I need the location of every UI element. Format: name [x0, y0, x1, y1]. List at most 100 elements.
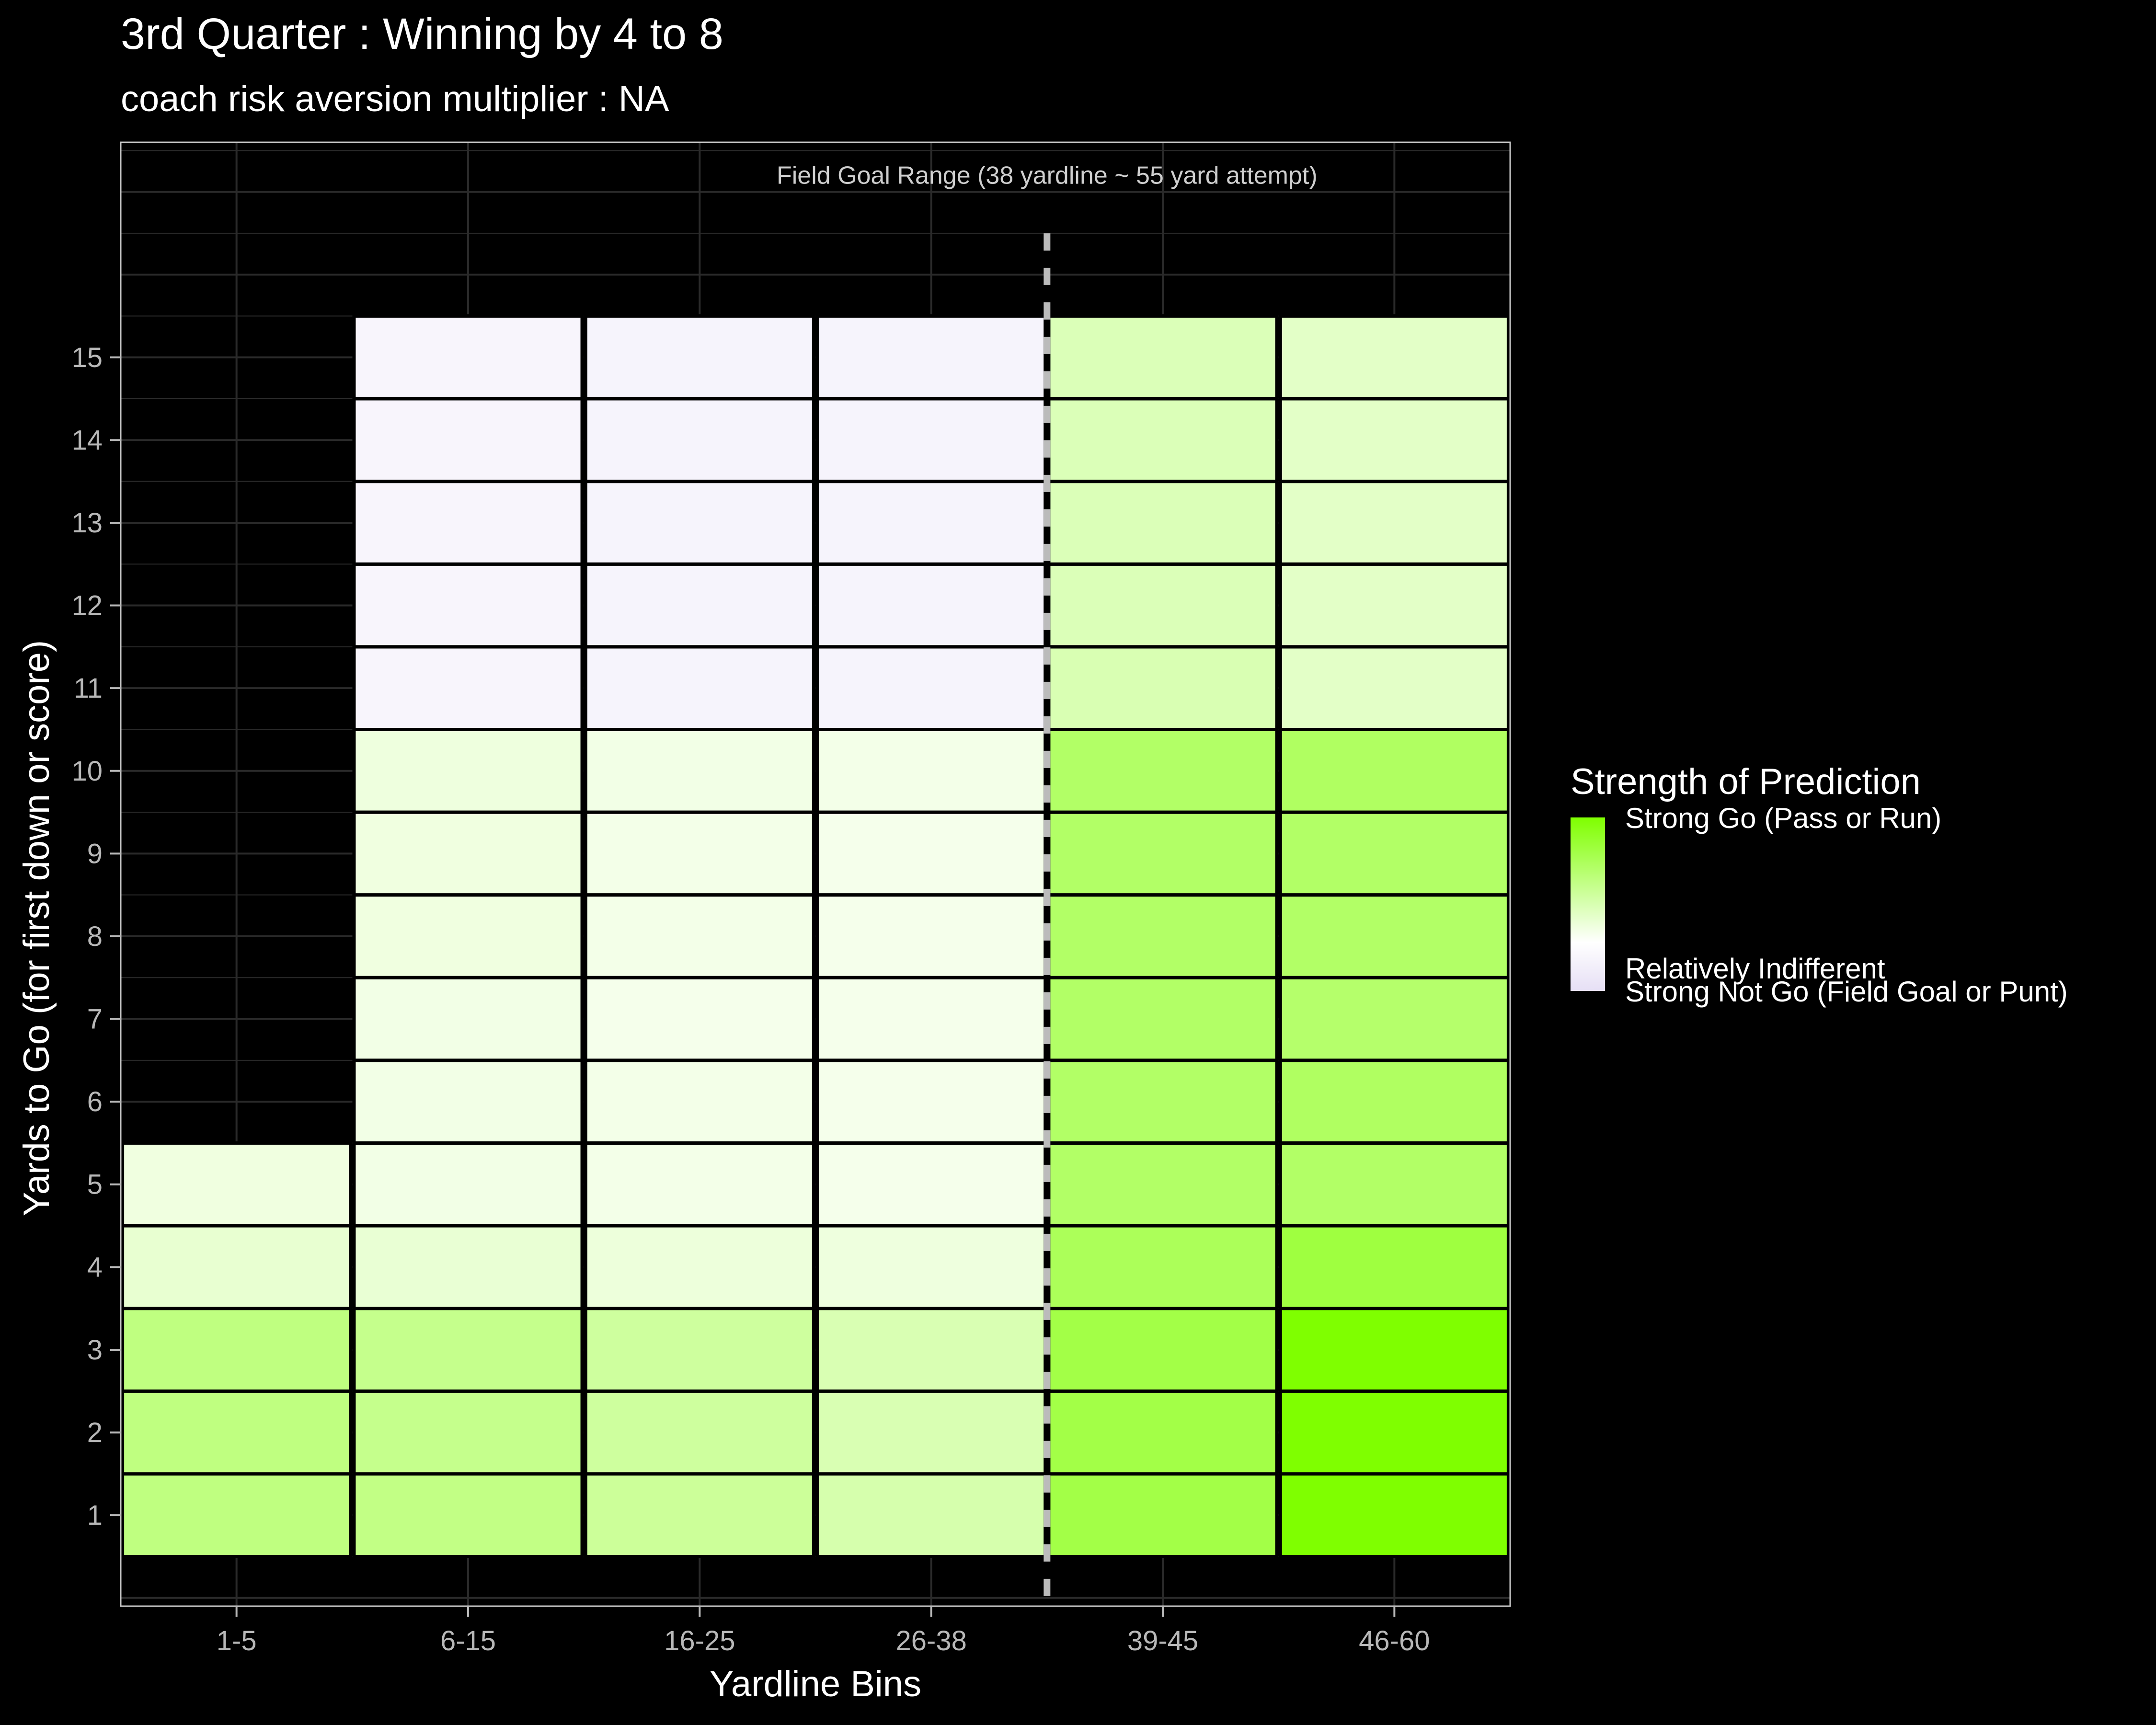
heatmap-tile [584, 1389, 815, 1476]
heatmap-tile [1047, 562, 1279, 649]
heatmap-tile [1278, 645, 1510, 731]
heatmap-tile [352, 645, 584, 731]
heatmap-tile [1278, 727, 1510, 814]
heatmap-tile [352, 727, 584, 814]
heatmap-tile [352, 1307, 584, 1393]
chart-subtitle: coach risk aversion multiplier : NA [121, 79, 669, 119]
legend-label-indifferent: Relatively Indifferent [1625, 953, 1885, 985]
heatmap-tile [121, 1389, 353, 1476]
heatmap-tile [815, 727, 1047, 814]
heatmap-tile [815, 480, 1047, 566]
heatmap-tile [1047, 480, 1279, 566]
heatmap-tile [1047, 1472, 1279, 1558]
heatmap-tile [352, 562, 584, 649]
heatmap-tile [584, 314, 815, 401]
y-axis-title: Yards to Go (for first down or score) [16, 640, 57, 1216]
heatmap-tile [815, 976, 1047, 1062]
legend-label-strong-not-go: Strong Not Go (Field Goal or Punt) [1625, 976, 2068, 1008]
y-tick-label: 11 [74, 673, 103, 704]
heatmap-tile [352, 480, 584, 566]
heatmap-tile [1047, 645, 1279, 731]
legend-title: Strength of Prediction [1571, 761, 1921, 802]
heatmap-tile [121, 1141, 353, 1228]
heatmap-tile [584, 727, 815, 814]
heatmap-tile [352, 1472, 584, 1558]
heatmap-tile [1047, 1224, 1279, 1311]
heatmap-tile [584, 562, 815, 649]
heatmap-tile [352, 1224, 584, 1311]
heatmap-tile [1047, 727, 1279, 814]
heatmap-tile [815, 314, 1047, 401]
heatmap-tile [815, 397, 1047, 483]
heatmap-tile [1047, 810, 1279, 897]
heatmap-tile [121, 1472, 353, 1558]
heatmap-tile [815, 1224, 1047, 1311]
chart-title: 3rd Quarter : Winning by 4 to 8 [121, 10, 723, 58]
heatmap-tile [815, 810, 1047, 897]
heatmap-tile [1278, 1058, 1510, 1145]
heatmap-tile [815, 1472, 1047, 1558]
heatmap-tile [1047, 1058, 1279, 1145]
heatmap-tile [1278, 1389, 1510, 1476]
y-tick-label: 1 [87, 1500, 103, 1531]
legend-label-strong-go: Strong Go (Pass or Run) [1625, 802, 1941, 834]
x-tick-label: 39-45 [1127, 1625, 1198, 1656]
y-tick-label: 3 [87, 1334, 103, 1366]
y-tick-label: 7 [87, 1004, 103, 1035]
heatmap-tile [352, 1058, 584, 1145]
y-tick-label: 14 [71, 425, 103, 456]
heatmap-tile [584, 1472, 815, 1558]
tiles [121, 314, 1510, 1558]
y-tick-label: 5 [87, 1169, 103, 1200]
y-tick-label: 15 [71, 342, 103, 373]
x-tick-label: 26-38 [895, 1625, 966, 1656]
heatmap-tile [1047, 1141, 1279, 1228]
heatmap-tile [584, 397, 815, 483]
y-tick-label: 13 [71, 507, 103, 539]
heatmap-tile [1278, 397, 1510, 483]
x-tick-label: 46-60 [1359, 1625, 1430, 1656]
heatmap-tile [352, 893, 584, 979]
heatmap-tile [1047, 976, 1279, 1062]
heatmap-tile [1278, 1224, 1510, 1311]
legend: Strength of Prediction Strong Go (Pass o… [1571, 761, 2068, 1008]
heatmap-tile [1278, 1141, 1510, 1228]
heatmap-tile [1278, 1307, 1510, 1393]
heatmap-tile [1278, 562, 1510, 649]
heatmap-tile [584, 1141, 815, 1228]
heatmap-tile [815, 1307, 1047, 1393]
y-tick-label: 9 [87, 838, 103, 869]
heatmap-tile [815, 1389, 1047, 1476]
heatmap-tile [584, 810, 815, 897]
y-tick-label: 4 [87, 1252, 103, 1283]
heatmap-tile [584, 1224, 815, 1311]
heatmap-tile [352, 314, 584, 401]
y-tick-label: 6 [87, 1086, 103, 1117]
heatmap-tile [1047, 397, 1279, 483]
heatmap-tile [1047, 314, 1279, 401]
y-tick-label: 10 [71, 756, 103, 787]
heatmap-tile [1278, 1472, 1510, 1558]
x-tick-label: 6-15 [440, 1625, 496, 1656]
heatmap-tile [815, 562, 1047, 649]
heatmap-tile [815, 893, 1047, 979]
heatmap-tile [121, 1307, 353, 1393]
heatmap-tile [1047, 893, 1279, 979]
heatmap-tile [1278, 810, 1510, 897]
heatmap-tile [815, 645, 1047, 731]
heatmap-tile [352, 976, 584, 1062]
field-goal-annotation: Field Goal Range (38 yardline ~ 55 yard … [777, 161, 1318, 189]
heatmap-tile [584, 480, 815, 566]
heatmap-tile [1047, 1307, 1279, 1393]
y-tick-label: 2 [87, 1417, 103, 1449]
y-tick-label: 12 [71, 590, 103, 621]
x-axis: 1-5 6-15 16-25 26-38 39-45 46-60 [217, 1606, 1430, 1656]
x-tick-label: 1-5 [217, 1625, 257, 1656]
heatmap-tile [584, 1058, 815, 1145]
x-tick-label: 16-25 [664, 1625, 735, 1656]
heatmap-tile [352, 1141, 584, 1228]
heatmap-tile [584, 976, 815, 1062]
heatmap-tile [584, 893, 815, 979]
heatmap-tile [815, 1141, 1047, 1228]
